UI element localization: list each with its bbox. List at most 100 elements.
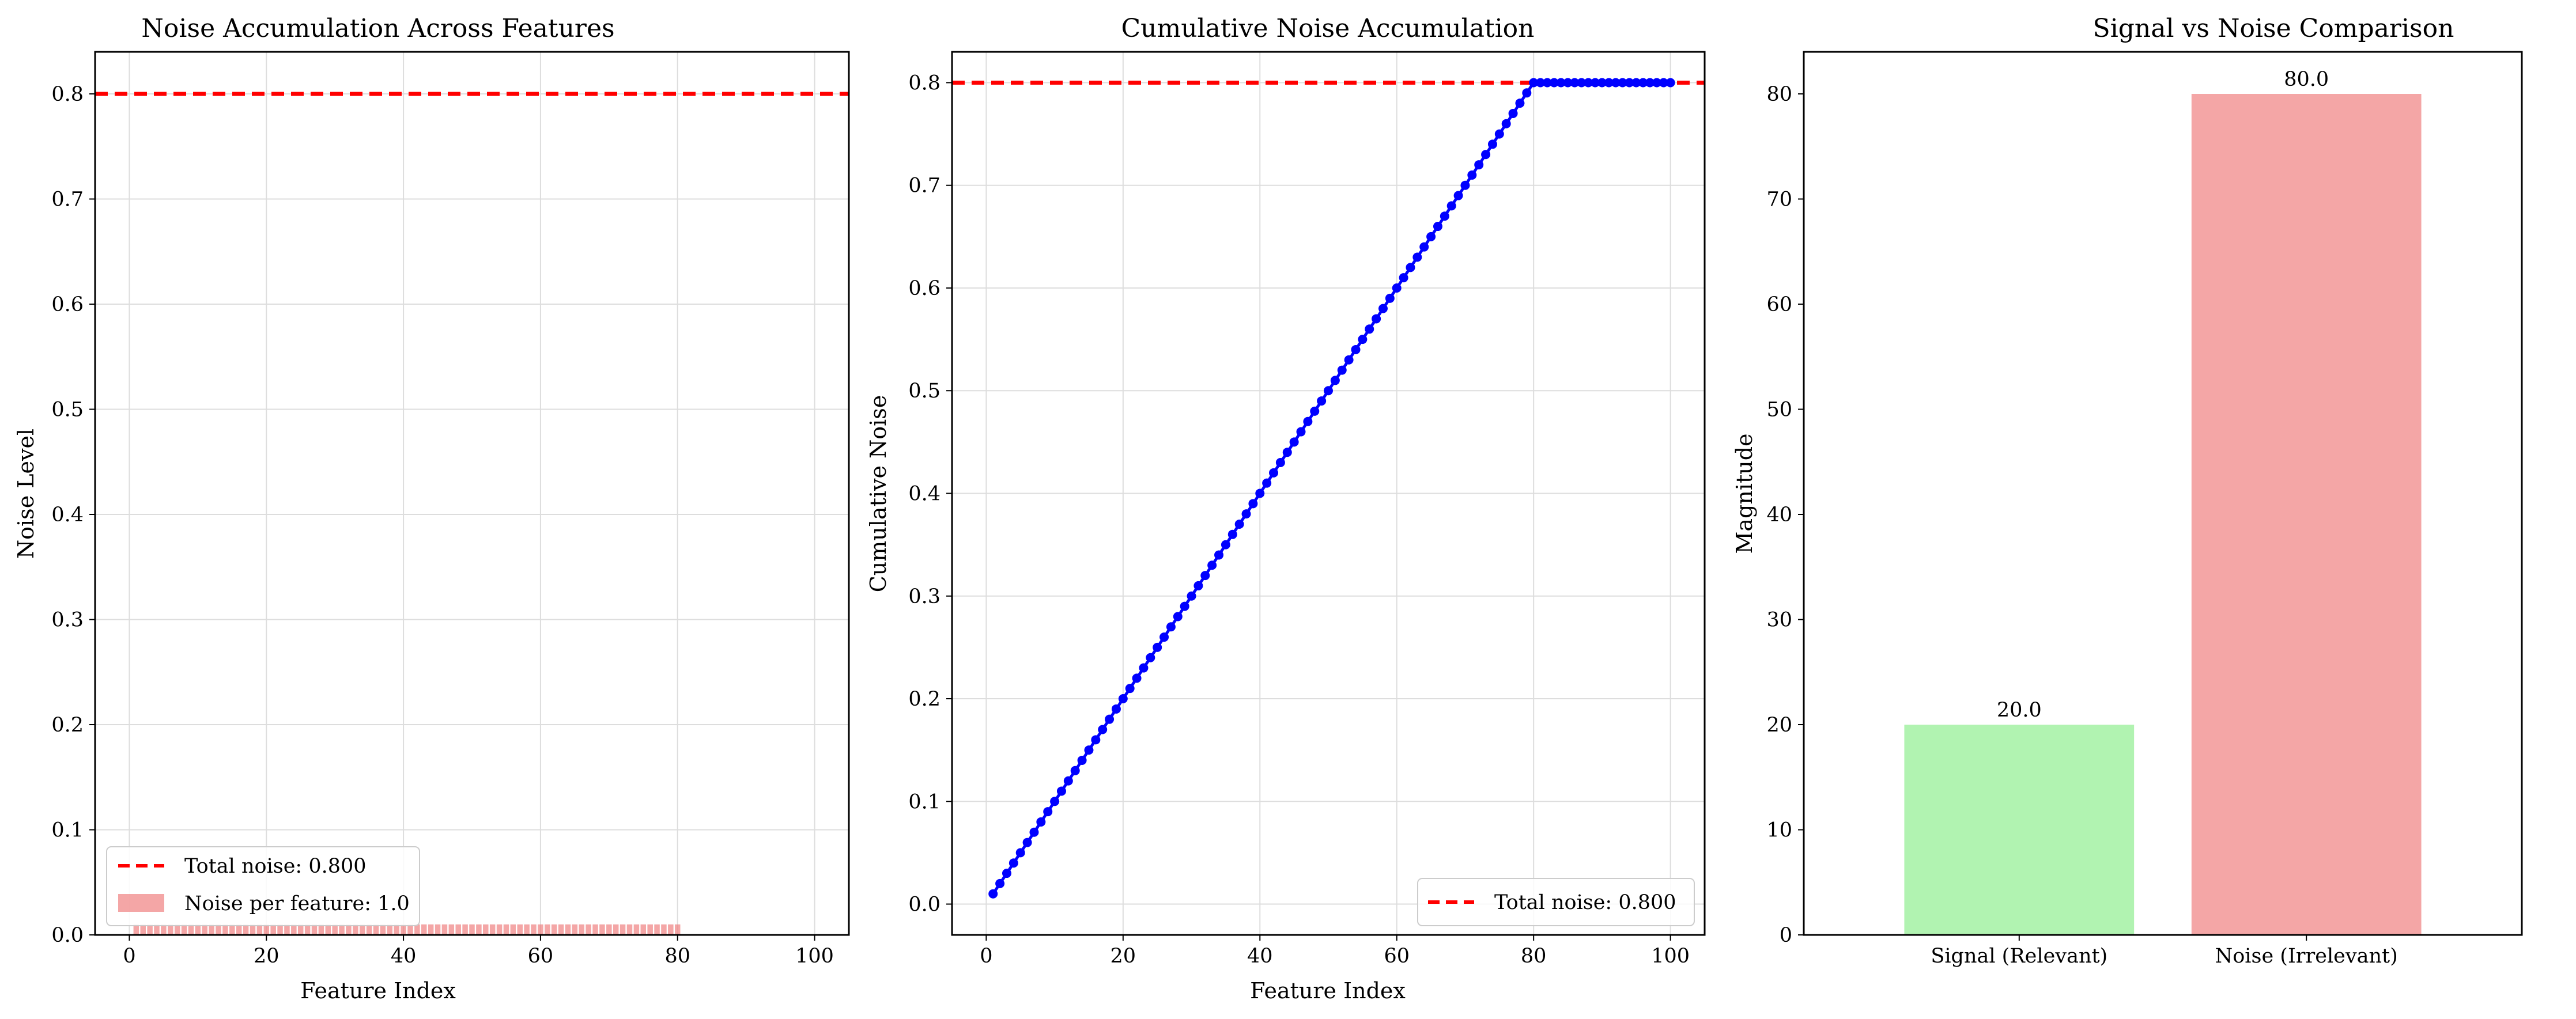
panel-2-y-tick-label: 0.5 xyxy=(908,380,940,403)
noise-accumulation-panel: Noise Accumulation Across Features Featu… xyxy=(13,14,850,1003)
noise-bar xyxy=(195,924,201,935)
cumulative-noise-point xyxy=(1234,519,1244,529)
cumulative-noise-point xyxy=(1412,252,1422,262)
panel-3-ticks: 0 10 20 30 40 50 60 70 80 Signal (Relevant) Noise … xyxy=(1766,83,2397,968)
signal-vs-noise-panel: Signal vs Noise Comparison Magnitude 20.… xyxy=(1732,14,2523,968)
noise-bar xyxy=(209,924,214,935)
cumulative-noise-point xyxy=(1153,642,1162,652)
cumulative-noise-point xyxy=(1549,78,1559,88)
noise-bar xyxy=(435,924,441,935)
cumulative-noise-point xyxy=(1303,416,1313,426)
noise-bar xyxy=(565,924,571,935)
noise-bar xyxy=(229,924,235,935)
noise-bar xyxy=(606,924,612,935)
noise-bar xyxy=(661,924,667,935)
noise-bar xyxy=(620,924,626,935)
cumulative-noise-point xyxy=(1570,78,1580,88)
noise-bar xyxy=(421,924,427,935)
panel-1-legend-total-noise: Total noise: 0.800 xyxy=(184,855,367,878)
cumulative-noise-point xyxy=(1063,776,1073,786)
noise-bar xyxy=(455,924,461,935)
cumulative-noise-point xyxy=(1501,119,1511,128)
panel-2-x-tick-label: 100 xyxy=(1651,945,1690,968)
panel-1-x-tick-label: 0 xyxy=(123,945,135,968)
cumulative-noise-point xyxy=(1317,396,1327,406)
cumulative-noise-point xyxy=(1351,344,1361,354)
cumulative-noise-point xyxy=(988,889,998,899)
panel-2-y-tick-label: 0.3 xyxy=(908,585,940,608)
panel-2-legend-box xyxy=(1417,878,1695,926)
noise-bar xyxy=(414,924,420,935)
panel-3-y-tick-label: 40 xyxy=(1766,503,1792,526)
noise-bar xyxy=(503,924,509,935)
noise-bar xyxy=(441,924,448,935)
noise-bar xyxy=(318,924,324,935)
cumulative-noise-point xyxy=(1282,448,1292,457)
cumulative-noise-point xyxy=(1399,273,1408,283)
panel-2-y-tick-label: 0.2 xyxy=(908,688,940,711)
noise-bar xyxy=(263,924,270,935)
noise-bar xyxy=(216,924,221,935)
cumulative-noise-point xyxy=(1337,365,1347,375)
noise-bar xyxy=(222,924,228,935)
cumulative-noise-point xyxy=(1009,858,1018,868)
noise-bar xyxy=(586,924,591,935)
noise-bar xyxy=(496,924,503,935)
panel-1-legend-box xyxy=(106,846,420,926)
cumulative-noise-point xyxy=(1385,293,1395,303)
cumulative-noise-point xyxy=(1084,745,1094,755)
panel-2-x-tick-label: 20 xyxy=(1111,945,1136,968)
noise-bar xyxy=(133,924,139,935)
panel-2-y-tick-label: 0.4 xyxy=(908,483,940,506)
cumulative-noise-point xyxy=(1015,848,1025,858)
cumulative-noise-point xyxy=(1529,78,1539,88)
noise-bar xyxy=(668,924,674,935)
cumulative-noise-point xyxy=(1508,108,1518,118)
cumulative-noise-point xyxy=(1645,78,1655,88)
noise-bar xyxy=(366,924,372,935)
cumulative-noise-point xyxy=(1584,78,1593,88)
panel-1-x-tick-label: 80 xyxy=(664,945,690,968)
panel-3-y-tick-label: 10 xyxy=(1766,819,1792,842)
panel-1-y-tick-label: 0.4 xyxy=(51,503,84,526)
noise-bar xyxy=(147,924,153,935)
panel-1-title: Noise Accumulation Across Features xyxy=(141,14,614,43)
panel-2-y-axis-label: Cumulative Noise xyxy=(866,395,891,593)
panel-1-x-axis-label: Feature Index xyxy=(300,978,456,1003)
panel-1-legend: Total noise: 0.800 Noise per feature: 1.… xyxy=(106,846,420,926)
noise-bar xyxy=(188,924,194,935)
cumulative-noise-point xyxy=(1159,632,1169,642)
panel-1-y-tick-label: 0.0 xyxy=(51,924,84,947)
panel-1-x-tick-label: 40 xyxy=(391,945,417,968)
cumulative-noise-point xyxy=(1111,704,1121,714)
cumulative-noise-point xyxy=(1611,78,1621,88)
noise-bar xyxy=(633,924,640,935)
noise-bar xyxy=(558,924,564,935)
panel-1-legend-bar-swatch xyxy=(118,894,164,912)
panel-2-ticks: 0 20 40 60 80 100 0.0 0.1 0.2 0.3 0.4 0.5 0.6 0.7 0.8 xyxy=(908,71,1690,968)
panel-2-legend: Total noise: 0.800 xyxy=(1417,878,1695,926)
cumulative-noise-point xyxy=(1207,560,1217,570)
panel-3-x-category-label: Noise (Irrelevant) xyxy=(2215,945,2398,968)
cumulative-noise-point xyxy=(1392,283,1402,293)
cumulative-noise-point xyxy=(1358,335,1368,344)
cumulative-noise-point xyxy=(1460,180,1470,190)
panel-2-y-tick-label: 0.8 xyxy=(908,71,940,94)
panel-1-y-axis-label: Noise Level xyxy=(13,429,39,559)
cumulative-noise-point xyxy=(1214,550,1224,560)
noise-bar xyxy=(647,924,653,935)
cumulative-noise-point xyxy=(1618,78,1627,88)
noise-bar xyxy=(407,924,413,935)
magnitude-bar xyxy=(2191,94,2422,935)
cumulative-noise-point xyxy=(1406,263,1415,272)
cumulative-noise-point xyxy=(1652,78,1661,88)
cumulative-noise-point xyxy=(1241,509,1251,519)
noise-bar xyxy=(291,924,297,935)
cumulative-noise-point xyxy=(1604,78,1614,88)
noise-bar xyxy=(592,924,598,935)
panel-3-y-tick-label: 20 xyxy=(1766,714,1792,737)
panel-3-y-tick-label: 50 xyxy=(1766,399,1792,422)
cumulative-noise-point xyxy=(1378,304,1388,313)
